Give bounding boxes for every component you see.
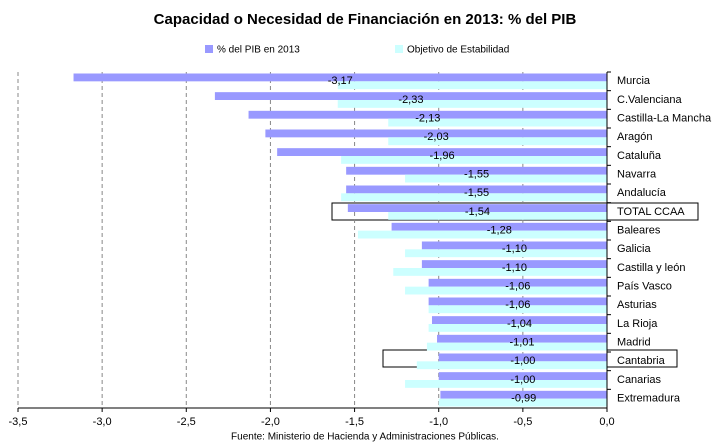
y-tick-label: Canarias bbox=[617, 374, 662, 386]
bar bbox=[391, 222, 607, 231]
bar bbox=[437, 334, 607, 343]
x-tick-label: -3,5 bbox=[9, 416, 28, 428]
value-label: -1,55 bbox=[464, 169, 489, 181]
legend-swatch bbox=[205, 45, 213, 53]
bar bbox=[405, 286, 607, 295]
y-tick-label: Murcia bbox=[617, 75, 651, 87]
y-tick-label: La Rioja bbox=[617, 318, 658, 330]
chart-title: Capacidad o Necesidad de Financiación en… bbox=[154, 11, 577, 28]
bar bbox=[73, 73, 607, 82]
y-tick-label: C.Valenciana bbox=[617, 94, 682, 106]
bar bbox=[438, 353, 607, 362]
bar bbox=[405, 249, 607, 258]
bar bbox=[341, 193, 607, 202]
bar bbox=[357, 230, 607, 239]
bar bbox=[416, 361, 607, 370]
value-label: -2,13 bbox=[415, 113, 440, 125]
y-tick-label: Castilla y león bbox=[617, 262, 685, 274]
bar bbox=[428, 278, 607, 287]
y-tick-label: Extremadura bbox=[617, 393, 681, 405]
value-label: -1,01 bbox=[509, 337, 534, 349]
bar bbox=[405, 174, 607, 183]
y-tick-label: Cataluña bbox=[617, 150, 662, 162]
value-label: -2,03 bbox=[424, 131, 449, 143]
value-label: -1,06 bbox=[505, 299, 530, 311]
y-tick-label: Baleares bbox=[617, 225, 661, 237]
y-tick-label: País Vasco bbox=[617, 281, 672, 293]
x-tick-label: -2,0 bbox=[261, 416, 280, 428]
bar bbox=[426, 342, 607, 351]
value-label: -3,17 bbox=[328, 75, 353, 87]
bar bbox=[265, 129, 607, 138]
bar bbox=[214, 92, 607, 100]
y-tick-label: TOTAL CCAA bbox=[617, 206, 685, 218]
y-tick-label: Navarra bbox=[617, 169, 657, 181]
y-tick-label: Cantabria bbox=[617, 355, 666, 367]
y-tick-label: Madrid bbox=[617, 337, 651, 349]
bar bbox=[337, 81, 607, 90]
value-label: -1,00 bbox=[510, 355, 535, 367]
x-tick-label: -2,5 bbox=[177, 416, 196, 428]
bar bbox=[431, 316, 607, 324]
legend-label: % del PIB en 2013 bbox=[217, 45, 300, 56]
bar bbox=[341, 156, 607, 164]
bar bbox=[405, 380, 607, 388]
bar bbox=[337, 100, 607, 108]
bar bbox=[438, 372, 607, 380]
bar bbox=[346, 166, 607, 175]
bar bbox=[421, 260, 607, 268]
x-tick-label: -0,5 bbox=[513, 416, 532, 428]
value-label: -1,00 bbox=[510, 374, 535, 386]
bar bbox=[388, 212, 607, 220]
x-tick-label: -1,5 bbox=[345, 416, 364, 428]
y-tick-label: Castilla-La Mancha bbox=[617, 113, 712, 125]
value-label: -1,54 bbox=[465, 206, 490, 218]
highlight-box bbox=[331, 202, 699, 221]
bar bbox=[388, 118, 607, 127]
bar bbox=[440, 390, 607, 399]
legend-label: Objetivo de Estabilidad bbox=[407, 45, 509, 56]
x-tick-label: -1,0 bbox=[429, 416, 448, 428]
bar bbox=[347, 204, 607, 212]
value-label: -0,99 bbox=[511, 393, 536, 405]
value-label: -2,33 bbox=[398, 94, 423, 106]
bar bbox=[428, 305, 607, 314]
value-label: -1,55 bbox=[464, 187, 489, 199]
value-label: -1,10 bbox=[502, 262, 527, 274]
value-label: -1,06 bbox=[505, 281, 530, 293]
value-label: -1,04 bbox=[507, 318, 532, 330]
value-label: -1,10 bbox=[502, 243, 527, 255]
bar bbox=[428, 297, 607, 306]
value-label: -1,28 bbox=[487, 225, 512, 237]
legend-swatch bbox=[395, 45, 403, 53]
bar bbox=[248, 110, 607, 119]
y-tick-label: Andalucía bbox=[617, 187, 667, 199]
x-tick-label: 0,0 bbox=[599, 416, 614, 428]
y-tick-label: Galicia bbox=[617, 243, 652, 255]
x-tick-label: -3,0 bbox=[93, 416, 112, 428]
value-label: -1,96 bbox=[430, 150, 455, 162]
y-tick-label: Aragón bbox=[617, 131, 652, 143]
y-tick-label: Asturias bbox=[617, 299, 657, 311]
bar bbox=[428, 324, 607, 332]
bar bbox=[393, 268, 607, 276]
source: Fuente: Ministerio de Hacienda y Adminis… bbox=[231, 432, 499, 443]
bar bbox=[277, 148, 607, 156]
bar bbox=[421, 241, 607, 250]
bar bbox=[346, 185, 607, 194]
bar bbox=[388, 137, 607, 146]
bar bbox=[438, 398, 607, 407]
